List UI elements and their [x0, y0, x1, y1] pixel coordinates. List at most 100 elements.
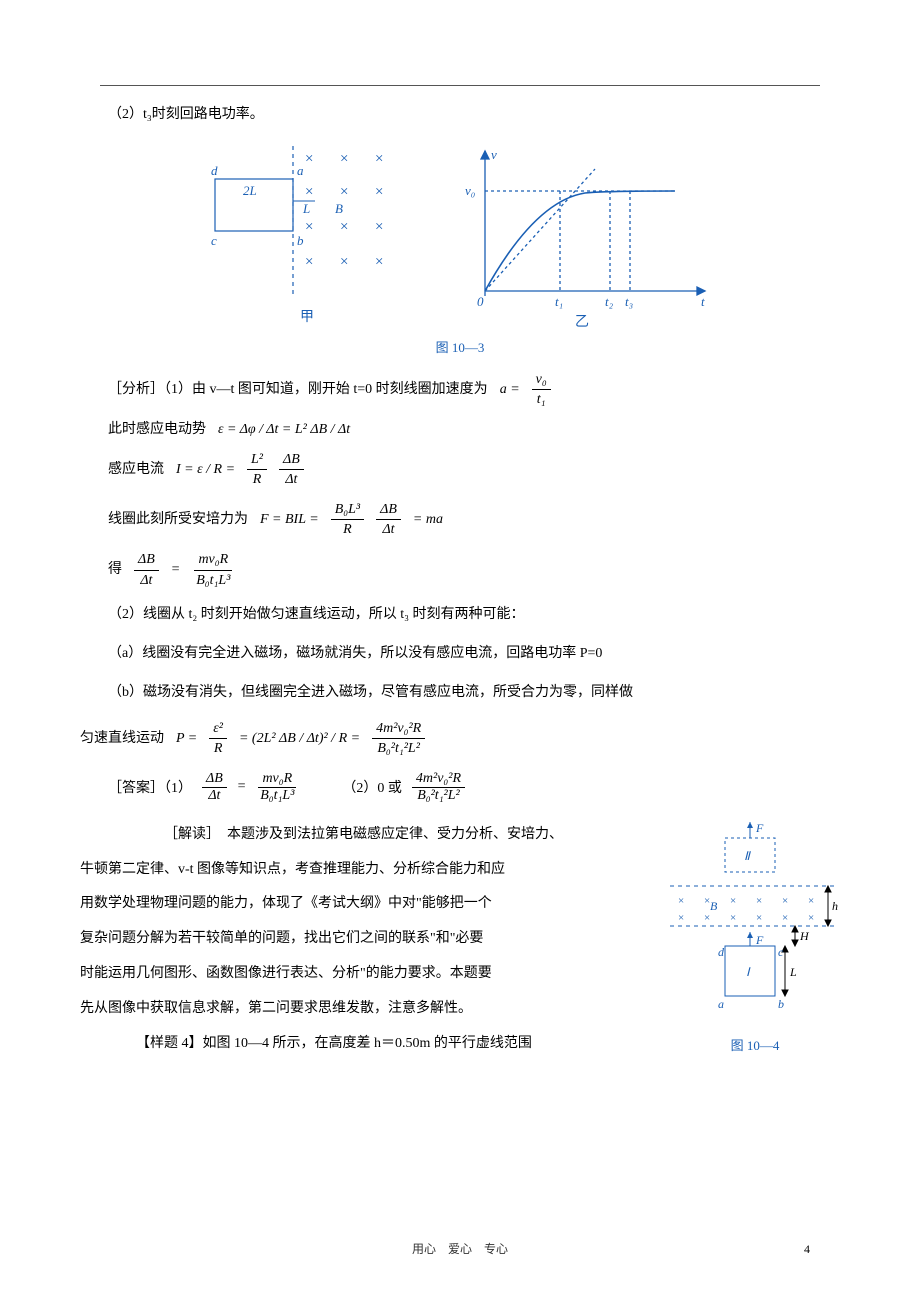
P-lhs: P =: [176, 729, 197, 749]
svg-text:×: ×: [808, 912, 814, 924]
ans2-f: 4m²v₀²R B₀²t₁²L²: [412, 771, 465, 804]
svg-text:×: ×: [730, 895, 736, 907]
svg-text:t: t: [701, 294, 705, 309]
svg-text:×: ×: [340, 184, 348, 200]
svg-text:×: ×: [375, 219, 383, 235]
svg-text:×: ×: [756, 895, 762, 907]
svg-text:×: ×: [305, 151, 313, 167]
eq-a-lhs: a =: [500, 380, 520, 400]
a2d: B₀²t₁²L²: [413, 788, 464, 804]
svg-text:2L: 2L: [243, 183, 257, 198]
para-2a: （2）线圈从 t₂ 时刻开始做匀速直线运动，所以 t₃ 时刻有两种可能：: [80, 600, 840, 631]
answer-row: ［答案］（1） ΔB Δt = mv₀R B₀t₁L³ （2）0 或 4m²v₀…: [80, 771, 840, 804]
svg-text:L: L: [789, 965, 797, 979]
para-2b: （a）线圈没有完全进入磁场，磁场就消失，所以没有感应电流，回路电功率 P=0: [80, 639, 840, 670]
current-label: 感应电流: [108, 460, 164, 480]
P-d2: B₀²t₁²L²: [373, 739, 424, 759]
svg-text:×: ×: [305, 184, 313, 200]
eq-a-den: t₁: [533, 390, 550, 410]
eq-dB-f2: mv₀R B₀t₁L³: [192, 550, 234, 590]
svg-text:c: c: [778, 945, 784, 959]
figure-side: ××× ××× ××× ××× F: [670, 816, 840, 1054]
svg-text:v₀: v₀: [465, 183, 475, 198]
svg-text:×: ×: [375, 254, 383, 270]
P-f2: 4m²v₀²R B₀²t₁²L²: [372, 719, 425, 759]
figure-side-caption: 图 10—4: [670, 1035, 840, 1054]
svg-text:H: H: [799, 929, 810, 943]
svg-text:×: ×: [375, 184, 383, 200]
svg-text:×: ×: [756, 912, 762, 924]
svg-text:L: L: [302, 201, 310, 216]
eq-I-td: Δt: [281, 470, 301, 490]
page-number: 4: [804, 1242, 810, 1257]
current-line: 感应电流 I = ε / R = L² R ΔB Δt: [80, 450, 840, 490]
svg-text:×: ×: [340, 254, 348, 270]
answer-label: ［答案］（1）: [108, 777, 192, 797]
svg-text:a: a: [718, 997, 724, 1011]
eq-dB-f1: ΔB Δt: [134, 550, 159, 590]
svg-text:×: ×: [678, 895, 684, 907]
figure-yi: v v₀ 0 t₁ t₂ t₃ t 乙: [455, 141, 715, 331]
svg-text:d: d: [718, 945, 725, 959]
a1n1: ΔB: [202, 771, 227, 788]
svg-text:B: B: [335, 201, 343, 216]
eq-F-lhs: F = BIL =: [260, 510, 319, 530]
svg-text:Ⅰ: Ⅰ: [746, 965, 751, 979]
svg-text:t₂: t₂: [605, 294, 614, 309]
P-n1: ε²: [209, 719, 227, 740]
analysis-intro: ［分析］（1）由 v—t 图可知道，刚开始 t=0 时刻线圈加速度为: [108, 380, 488, 400]
top-rule: [100, 85, 820, 86]
svg-text:×: ×: [305, 219, 313, 235]
eq-I-d: R: [249, 470, 266, 490]
svg-text:Ⅱ: Ⅱ: [744, 849, 751, 863]
eq-emf: ε = Δφ / Δt = L² ΔB / Δt: [218, 420, 350, 440]
eq-I-lhs: I = ε / R =: [176, 460, 235, 480]
label-jia: 甲: [300, 310, 314, 325]
svg-text:t₃: t₃: [625, 294, 633, 309]
P-f1: ε² R: [209, 719, 227, 759]
eq-F-tn: ΔB: [376, 500, 401, 521]
sample4: 【样题 4】如图 10—4 所示，在高度差 h＝0.50m 的平行虚线范围: [80, 1029, 658, 1060]
ans1-f1: ΔB Δt: [202, 771, 227, 804]
ans1-f2: mv₀R B₀t₁L³: [256, 771, 298, 804]
svg-text:a: a: [297, 163, 304, 178]
eq-F-td: Δt: [378, 520, 398, 540]
a1d1: Δt: [204, 788, 224, 804]
svg-text:×: ×: [782, 912, 788, 924]
svg-text:×: ×: [340, 151, 348, 167]
svg-text:F: F: [755, 933, 764, 947]
figure-row: ××× ××× ××× ××× da cb 2L L B 甲: [80, 141, 840, 331]
interp-l4: 先从图像中获取信息求解，第二问要求思维发散，注意多解性。: [80, 994, 658, 1025]
ampere-line: 线圈此刻所受安培力为 F = BIL = B₀L³ R ΔB Δt = ma: [80, 500, 840, 540]
interp-l0: 牛顿第二定律、v-t 图像等知识点，考查推理能力、分析综合能力和应: [80, 855, 658, 886]
svg-text:×: ×: [305, 254, 313, 270]
interpret-block: ［解读］ 本题涉及到法拉第电磁感应定律、受力分析、安培力、 牛顿第二定律、v-t…: [80, 816, 840, 1064]
a2n: 4m²v₀²R: [412, 771, 465, 788]
P-n2: 4m²v₀²R: [372, 719, 425, 740]
eq-I-f2: ΔB Δt: [279, 450, 304, 490]
interp-l2: 复杂问题分解为若干较简单的问题，找出它们之间的联系"和"必要: [80, 924, 658, 955]
dB-d1: Δt: [136, 571, 156, 591]
svg-text:d: d: [211, 163, 218, 178]
question-2: （2）t₃时刻回路电功率。: [80, 100, 840, 131]
eq-F-n: B₀L³: [331, 500, 364, 521]
figure-jia: ××× ××× ××× ××× da cb 2L L B 甲: [205, 141, 415, 331]
result-line: 得 ΔB Δt = mv₀R B₀t₁L³: [80, 550, 840, 590]
analysis-line-1: ［分析］（1）由 v—t 图可知道，刚开始 t=0 时刻线圈加速度为 a = v…: [80, 370, 840, 410]
P-mid: = (2L² ΔB / Δt)² / R =: [239, 729, 360, 749]
dB-n2: mv₀R: [194, 550, 232, 571]
eq-F-rhs: = ma: [413, 510, 443, 530]
svg-text:×: ×: [704, 912, 710, 924]
dB-n1: ΔB: [134, 550, 159, 571]
svg-text:×: ×: [678, 912, 684, 924]
page-content: （2）t₃时刻回路电功率。 × × × × × × × × × × × × d a c b 2L L…: [80, 100, 840, 1063]
svg-text:b: b: [778, 997, 784, 1011]
eq-F-f2: ΔB Δt: [376, 500, 401, 540]
eq-F-f1: B₀L³ R: [331, 500, 364, 540]
svg-text:c: c: [211, 233, 217, 248]
power-line: 匀速直线运动 P = ε² R = (2L² ΔB / Δt)² / R = 4…: [80, 719, 840, 759]
svg-text:B: B: [710, 899, 718, 913]
answer-mid: （2）0 或: [342, 777, 402, 797]
svg-text:×: ×: [730, 912, 736, 924]
svg-text:×: ×: [782, 895, 788, 907]
